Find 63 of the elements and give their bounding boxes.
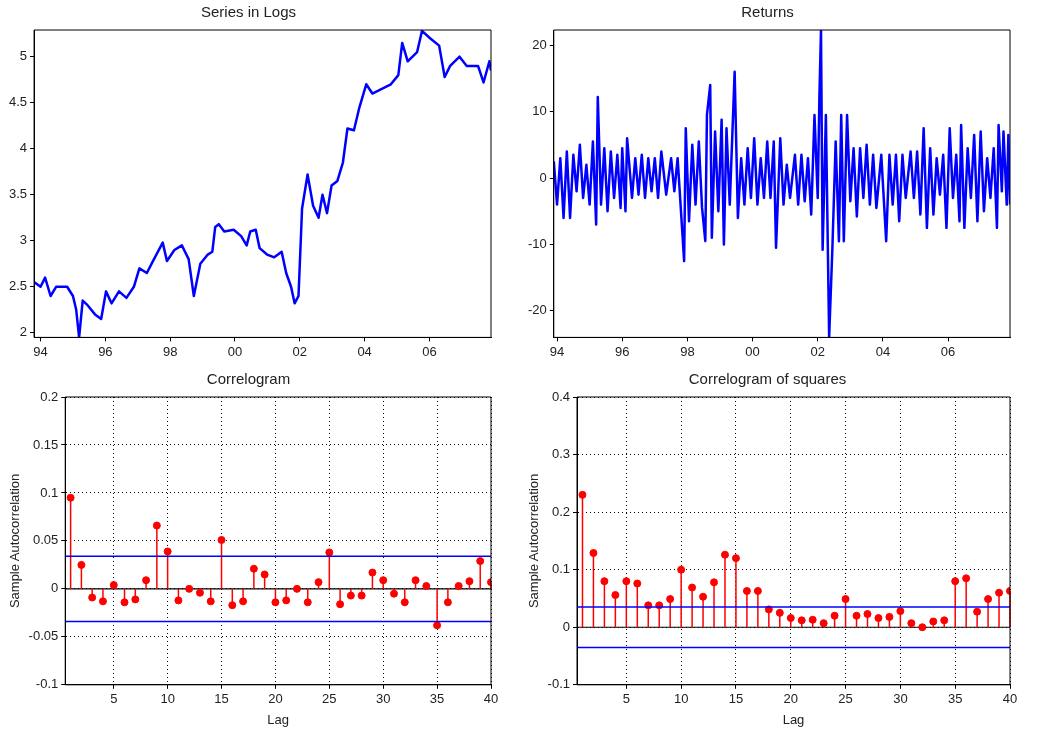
y-tick-label: 0 xyxy=(562,618,570,634)
y-tick-label: -0.1 xyxy=(547,676,570,692)
y-tick-label: 0.1 xyxy=(40,484,59,500)
x-tick-label: 04 xyxy=(875,343,891,359)
y-tick-label: 0.05 xyxy=(32,532,59,548)
y-tick-label: 3 xyxy=(19,232,28,248)
x-tick-label: 20 xyxy=(268,691,283,707)
y-tick-label: 2 xyxy=(19,324,28,340)
y-tick-label: -20 xyxy=(527,302,547,318)
x-tick-label: 98 xyxy=(162,343,178,359)
y-tick-label: -0.1 xyxy=(35,676,59,692)
x-tick-label: 25 xyxy=(322,691,337,707)
x-tick-label: 30 xyxy=(375,691,391,707)
y-tick-label: 3.5 xyxy=(8,186,28,202)
x-tick-label: 25 xyxy=(838,691,853,707)
y-tick-label: 10 xyxy=(532,103,547,119)
x-tick-label: 15 xyxy=(728,691,744,707)
y-axis-title: Sample Autocorrelation xyxy=(526,473,542,609)
x-tick-label: 98 xyxy=(680,343,695,359)
y-tick-label: 4 xyxy=(19,140,28,156)
x-tick-label: 04 xyxy=(357,343,372,359)
x-tick-label: 40 xyxy=(1002,691,1018,707)
x-tick-label: 15 xyxy=(214,691,229,707)
x-tick-label: 35 xyxy=(947,691,963,707)
x-tick-label: 00 xyxy=(745,343,760,359)
x-tick-label: 10 xyxy=(673,691,689,707)
chart-title: Returns xyxy=(741,3,794,21)
y-tick-label: 0.15 xyxy=(32,436,59,452)
x-tick-label: 94 xyxy=(549,343,565,359)
y-axis-title: Sample Autocorrelation xyxy=(7,473,23,609)
y-tick-label: 0.2 xyxy=(551,503,570,519)
x-tick-label: 10 xyxy=(160,691,175,707)
y-tick-label: 2.5 xyxy=(8,278,28,294)
x-axis-title: Lag xyxy=(782,711,805,727)
x-axis-title: Lag xyxy=(267,711,289,727)
x-tick-label: 06 xyxy=(422,343,437,359)
x-tick-label: 02 xyxy=(810,343,825,359)
y-tick-label: 4.5 xyxy=(8,94,28,110)
y-tick-label: -0.05 xyxy=(28,628,59,644)
x-tick-label: 35 xyxy=(429,691,445,707)
chart-title: Correlogram xyxy=(206,370,291,388)
x-tick-label: 30 xyxy=(893,691,908,707)
x-tick-label: 96 xyxy=(614,343,630,359)
x-tick-label: 94 xyxy=(33,343,48,359)
y-tick-label: 0.4 xyxy=(551,388,570,404)
y-tick-label: 0.1 xyxy=(551,561,570,577)
x-tick-label: 06 xyxy=(940,343,956,359)
x-tick-label: 5 xyxy=(110,691,118,707)
x-tick-label: 20 xyxy=(783,691,798,707)
y-tick-label: 0 xyxy=(539,169,547,185)
x-tick-label: 5 xyxy=(622,691,630,707)
x-tick-label: 00 xyxy=(227,343,243,359)
x-tick-label: 02 xyxy=(292,343,308,359)
y-tick-label: 20 xyxy=(532,36,547,52)
y-tick-label: 0 xyxy=(51,580,59,596)
chart-title: Series in Logs xyxy=(200,3,297,21)
x-tick-label: 96 xyxy=(98,343,113,359)
y-tick-label: 5 xyxy=(19,48,28,64)
y-tick-label: 0.2 xyxy=(40,388,59,404)
y-tick-label: 0.3 xyxy=(551,446,570,462)
x-tick-label: 40 xyxy=(483,691,499,707)
chart-title: Correlogram of squares xyxy=(688,370,847,388)
y-tick-label: -10 xyxy=(527,236,547,252)
